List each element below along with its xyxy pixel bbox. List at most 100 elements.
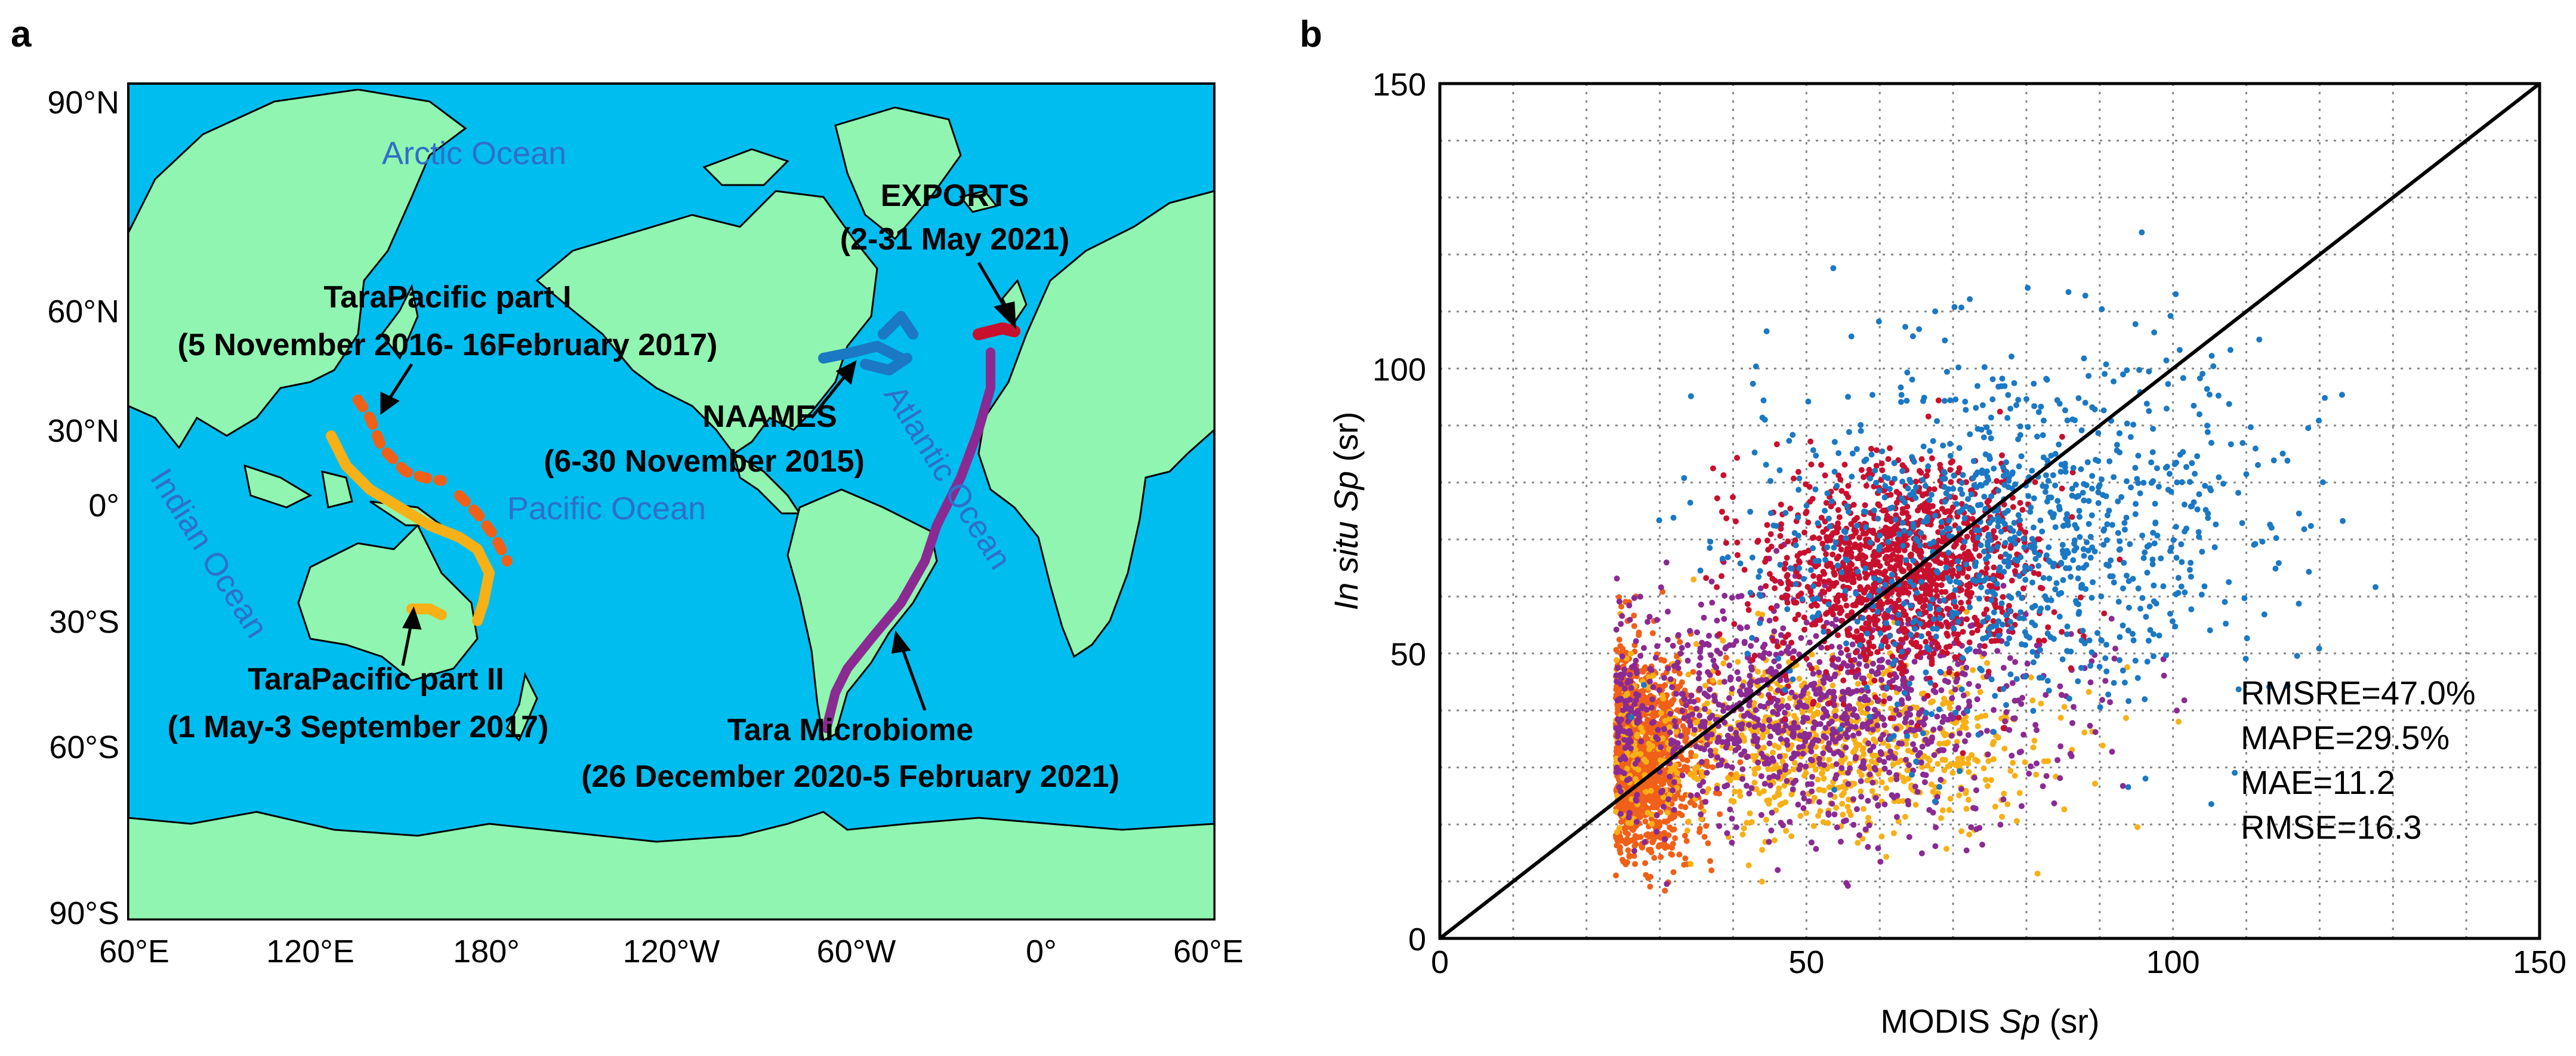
data-point <box>1857 546 1864 553</box>
data-point <box>1898 660 1904 666</box>
data-point <box>1733 824 1739 830</box>
data-point <box>1895 818 1902 824</box>
data-point <box>1744 710 1751 717</box>
data-point <box>1870 558 1877 564</box>
data-point <box>1748 666 1755 673</box>
data-point <box>1917 750 1923 756</box>
data-point <box>1808 781 1815 787</box>
data-point <box>1615 740 1622 746</box>
data-point <box>1999 814 2005 820</box>
data-point <box>2009 752 2015 759</box>
data-point <box>1921 602 1928 609</box>
data-point <box>1829 657 1835 663</box>
data-point <box>1953 636 1960 642</box>
data-point <box>1774 711 1781 718</box>
data-point <box>1927 738 1933 744</box>
data-point <box>1815 581 1822 587</box>
data-point <box>1955 756 1961 762</box>
data-point <box>1941 398 1948 404</box>
data-point <box>1899 774 1906 781</box>
data-point <box>1791 759 1798 766</box>
data-point <box>1785 704 1791 711</box>
arrowhead-microbiome <box>891 630 911 654</box>
data-point <box>1872 795 1879 801</box>
data-point <box>1951 715 1957 721</box>
data-point <box>2016 749 2023 756</box>
data-point <box>1992 602 1998 609</box>
data-point <box>1816 686 1823 692</box>
data-point <box>1618 621 1624 627</box>
data-point <box>1906 681 1912 687</box>
data-point <box>1879 601 1886 608</box>
data-point <box>2053 580 2060 586</box>
data-point <box>1858 632 1865 639</box>
data-point <box>1670 738 1677 745</box>
data-point <box>1627 617 1633 623</box>
data-point <box>1769 575 1776 582</box>
data-point <box>1845 652 1852 659</box>
data-point <box>1831 571 1838 578</box>
data-point <box>1737 759 1744 765</box>
data-point <box>1643 759 1649 765</box>
data-point <box>1861 697 1868 703</box>
data-point <box>1676 851 1683 858</box>
data-point <box>1985 758 1992 764</box>
data-point <box>1836 644 1843 650</box>
data-point <box>2196 411 2202 417</box>
data-point <box>1633 667 1640 673</box>
data-point <box>1834 824 1840 830</box>
map-xtick: 60°E <box>1173 934 1244 969</box>
data-point <box>1614 575 1620 582</box>
data-point <box>2042 489 2049 495</box>
data-point <box>1851 780 1858 787</box>
data-point <box>1840 576 1846 582</box>
data-point <box>1963 847 1970 854</box>
data-point <box>1969 630 1975 636</box>
data-point <box>1865 706 1871 712</box>
data-point <box>1958 587 1964 593</box>
data-point <box>1863 654 1869 660</box>
data-point <box>1911 546 1918 552</box>
data-point <box>1968 824 1975 830</box>
data-point <box>1643 789 1649 795</box>
data-point <box>1808 461 1815 468</box>
data-point <box>2054 757 2060 763</box>
data-point <box>1995 633 2002 639</box>
data-point <box>1859 675 1865 682</box>
data-point <box>1956 465 1963 472</box>
data-point <box>2056 441 2062 448</box>
land-japan <box>381 284 419 360</box>
ocean-label-pacific: Pacific Ocean <box>507 491 706 527</box>
data-point <box>1990 618 1997 624</box>
data-point <box>1893 562 1899 569</box>
data-point <box>1825 675 1831 681</box>
data-point <box>1982 777 1989 783</box>
data-point <box>1826 756 1832 763</box>
data-point <box>1634 792 1640 798</box>
data-point <box>1773 441 1780 448</box>
data-point <box>1734 552 1741 558</box>
data-point <box>1788 833 1795 839</box>
data-point <box>1720 638 1726 644</box>
data-point <box>1767 723 1773 729</box>
data-point <box>1829 731 1835 738</box>
data-point <box>1772 585 1778 592</box>
data-point <box>1833 805 1840 811</box>
data-point <box>1730 494 1736 500</box>
data-point <box>1830 551 1836 558</box>
data-point <box>2213 521 2219 528</box>
data-point <box>1909 376 1915 383</box>
data-point <box>1658 744 1664 750</box>
data-point <box>1699 759 1705 765</box>
data-point <box>1719 509 1725 515</box>
data-point <box>1748 785 1755 792</box>
data-point <box>1828 532 1834 539</box>
data-point <box>1872 694 1878 701</box>
data-point <box>1705 693 1711 700</box>
map-ytick: 30°S <box>49 604 119 640</box>
data-point <box>1746 722 1752 728</box>
data-point <box>1878 833 1885 840</box>
data-point <box>1803 810 1810 816</box>
data-point <box>1722 645 1729 652</box>
data-point <box>2034 760 2040 766</box>
